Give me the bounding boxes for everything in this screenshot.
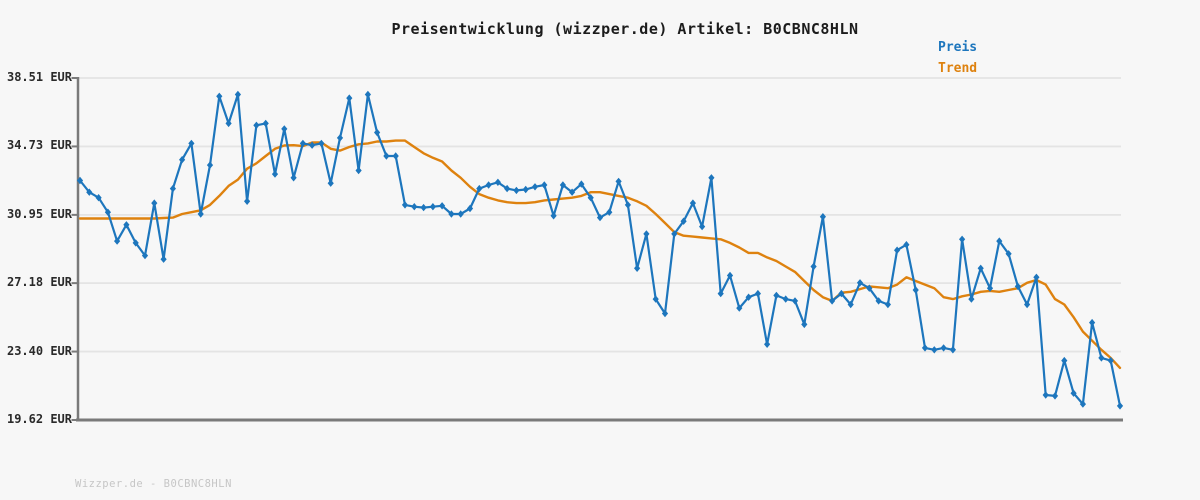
y-axis-label: 27.18 EUR (6, 275, 72, 290)
chart-title: Preisentwicklung (wizzper.de) Artikel: B… (391, 20, 859, 38)
legend-item-preis: Preis (938, 40, 978, 55)
y-axis-label: 38.51 EUR (6, 70, 72, 84)
y-axis-label: 23.40 EUR (6, 343, 72, 358)
series-line-trend (78, 139, 1122, 370)
chart-legend: Preis Trend (938, 37, 977, 79)
series-line-preis (78, 93, 1122, 407)
y-axis-label: 19.62 EUR (6, 412, 72, 426)
series-markers-preis (76, 90, 1124, 410)
legend-item-trend: Trend (938, 61, 978, 76)
y-axis-label: 34.73 EUR (6, 138, 72, 153)
y-axis-label: 30.95 EUR (6, 206, 72, 221)
watermark-text: Wizzper.de - B0CBNC8HLN (75, 478, 232, 490)
